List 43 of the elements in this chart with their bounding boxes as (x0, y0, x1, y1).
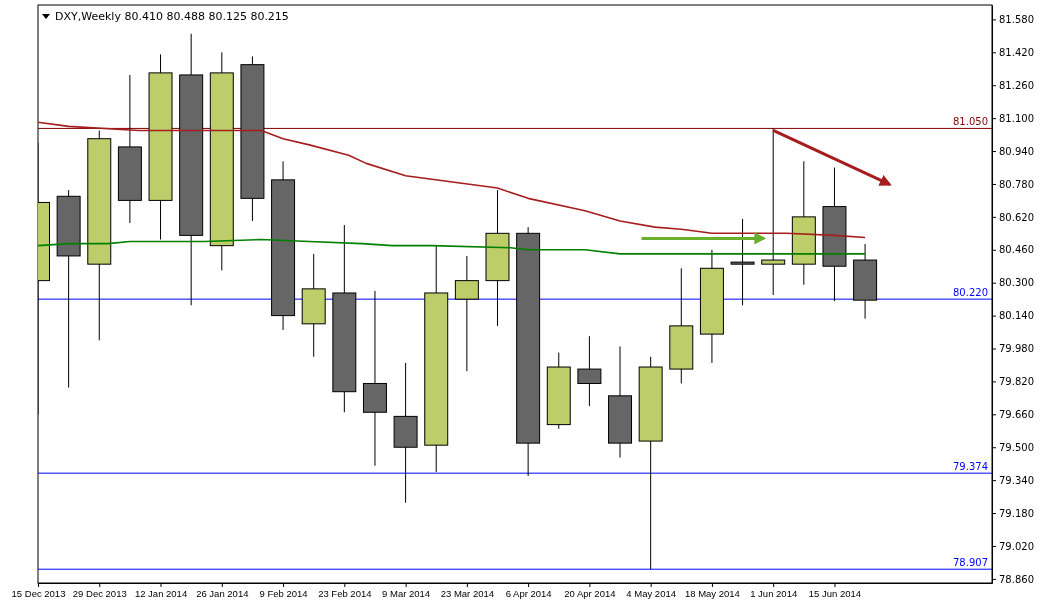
x-tick-label: 9 Feb 2014 (259, 587, 308, 599)
x-tick-label: 26 Jan 2014 (196, 587, 249, 599)
line-series (38, 121, 866, 239)
candlestick (761, 127, 786, 296)
candlestick (577, 335, 602, 407)
x-tick-label: 4 May 2014 (626, 587, 676, 599)
candlestick (454, 255, 479, 372)
y-tick-label: 79.980 (999, 343, 1034, 355)
x-tick-label: 9 Mar 2014 (382, 587, 431, 599)
x-tick-label: 6 Apr 2014 (505, 587, 552, 599)
text: DXY,Weekly 80.410 80.488 80.125 80.215 (55, 10, 289, 23)
y-tick-label: 79.180 (999, 507, 1034, 519)
x-tick-label: 29 Dec 2013 (72, 587, 127, 599)
x-tick-label: 23 Mar 2014 (440, 587, 495, 599)
x-tick-label: 1 Jun 2014 (750, 587, 798, 599)
x-tick-label: 18 May 2014 (684, 587, 740, 599)
y-tick-label: 81.100 (999, 112, 1034, 124)
y-tick-label: 80.620 (999, 211, 1034, 223)
ref-line-label: 81.050 (953, 116, 988, 128)
ref-line-label: 78.907 (953, 557, 988, 569)
candlestick (730, 218, 755, 306)
y-tick-label: 80.300 (999, 277, 1034, 289)
y-tick-label: 79.500 (999, 441, 1034, 453)
y-tick-label: 78.860 (999, 573, 1034, 585)
y-tick-label: 80.140 (999, 310, 1034, 322)
x-tick-label: 15 Dec 2013 (11, 587, 66, 599)
y-tick-label: 81.420 (999, 47, 1034, 59)
y-tick-label: 80.460 (999, 244, 1034, 256)
x-tick-label: 12 Jan 2014 (134, 587, 188, 599)
y-tick-label: 80.940 (999, 145, 1034, 157)
ref-line-label: 80.220 (953, 287, 988, 299)
y-tick-label: 79.340 (999, 474, 1034, 486)
y-tick-label: 79.820 (999, 376, 1034, 388)
ref-line-label: 79.374 (953, 461, 988, 473)
x-tick-label: 20 Apr 2014 (564, 587, 616, 599)
x-tick-label: 23 Feb 2014 (318, 587, 372, 599)
y-tick-label: 81.260 (999, 79, 1034, 91)
x-tick-label: 15 Jun 2014 (808, 587, 862, 599)
y-tick-label: 81.580 (999, 14, 1034, 26)
line-series (38, 238, 866, 255)
y-tick-label: 79.020 (999, 540, 1034, 552)
y-tick-label: 79.660 (999, 409, 1034, 421)
y-tick-label: 80.780 (999, 178, 1034, 190)
